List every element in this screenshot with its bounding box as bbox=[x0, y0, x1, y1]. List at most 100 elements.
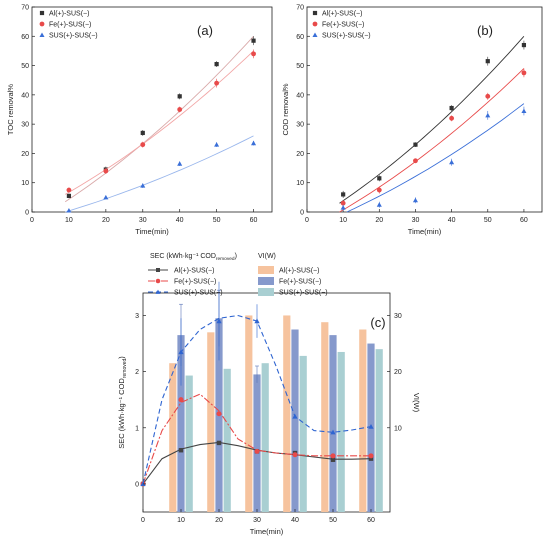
legend-label: Al(+)-SUS(−) bbox=[279, 268, 319, 275]
x-axis-label: Time(min) bbox=[250, 527, 284, 536]
y-tick-label: 30 bbox=[21, 122, 29, 129]
x-tick-label: 60 bbox=[367, 517, 375, 524]
x-tick-label: 0 bbox=[305, 217, 309, 224]
legend-label: SUS(+)-SUS(−) bbox=[49, 33, 98, 40]
data-point bbox=[66, 208, 72, 213]
x-tick-label: 40 bbox=[448, 217, 456, 224]
legend-swatch bbox=[258, 266, 274, 274]
panel-b: 0 10 20 30 40 50 60 0 10 20 30 40 50 60 70 Time(min) COD… bbox=[281, 5, 543, 236]
x-tick-label: 20 bbox=[215, 517, 223, 524]
data-point bbox=[368, 424, 374, 429]
x-axis-label: Time(min) bbox=[135, 227, 169, 236]
legend-marker bbox=[312, 32, 318, 38]
x-tick-label: 10 bbox=[65, 217, 73, 224]
y2-tick-label: 30 bbox=[394, 313, 402, 320]
legend-marker bbox=[39, 21, 45, 27]
y-tick-label: 30 bbox=[296, 122, 304, 129]
data-point bbox=[449, 159, 455, 165]
x-tick-label: 30 bbox=[139, 217, 147, 224]
series-2: SUS(+)-SUS(−) bbox=[39, 32, 257, 213]
bar bbox=[177, 335, 185, 512]
y2-tick-label: 20 bbox=[394, 369, 402, 376]
x-tick-label: 10 bbox=[177, 517, 185, 524]
legend-marker bbox=[39, 10, 45, 16]
data-point bbox=[485, 112, 491, 118]
panel-a: 0 10 20 30 40 50 60 0 10 20 30 40 50 60 70 Time(min) TOC… bbox=[6, 5, 273, 236]
bar bbox=[291, 329, 299, 512]
y-tick-label: 40 bbox=[296, 92, 304, 99]
legend-label: SUS(+)-SUS(−) bbox=[279, 290, 328, 297]
y-tick-label: 20 bbox=[296, 151, 304, 158]
y2-tick-label: 10 bbox=[394, 425, 402, 432]
legend-marker bbox=[39, 32, 45, 38]
data-point bbox=[178, 349, 184, 355]
bar bbox=[299, 355, 307, 512]
y-tick-label: 50 bbox=[296, 63, 304, 70]
data-point bbox=[412, 197, 418, 203]
line-series-2 bbox=[140, 281, 374, 487]
y-axis-label-sub: removed bbox=[122, 358, 128, 378]
x-tick-label: 20 bbox=[375, 217, 383, 224]
line-legend-title-main: SEC (kWh·kg⁻¹ COD bbox=[150, 253, 216, 260]
legend-label: Fe(+)-SUS(−) bbox=[49, 22, 91, 29]
y2-axis-label: VI(W) bbox=[412, 393, 421, 413]
bar bbox=[329, 335, 337, 512]
data-point bbox=[449, 115, 455, 121]
bar bbox=[169, 363, 177, 512]
data-point bbox=[214, 80, 220, 86]
y-axis-label: COD removal% bbox=[281, 83, 290, 135]
bar bbox=[207, 332, 215, 512]
y-tick-label: 10 bbox=[21, 180, 29, 187]
data-point bbox=[251, 51, 256, 57]
legend-marker bbox=[312, 21, 318, 27]
bar bbox=[185, 375, 193, 512]
data-point bbox=[485, 59, 490, 64]
y-axis-label-main: SEC (kWh·kg⁻¹ COD bbox=[117, 378, 126, 449]
data-point bbox=[413, 158, 418, 164]
x-tick-label: 50 bbox=[329, 517, 337, 524]
data-point bbox=[103, 194, 109, 200]
x-tick-label: 20 bbox=[102, 217, 110, 224]
panel-c: 0 10 20 30 40 50 60 0 1 2 3 10 20 30 Time(min) VI(W) SEC… bbox=[117, 253, 421, 536]
data-point bbox=[216, 318, 222, 324]
legend-swatch bbox=[258, 277, 274, 285]
y-tick-label: 70 bbox=[21, 5, 29, 12]
data-point bbox=[292, 413, 298, 419]
data-point bbox=[340, 200, 346, 206]
series-1: Fe(+)-SUS(−) bbox=[39, 21, 256, 195]
x-tick-label: 60 bbox=[250, 217, 258, 224]
data-point bbox=[449, 105, 454, 111]
bar bbox=[261, 363, 269, 512]
bar-legend-title: VI(W) bbox=[258, 253, 276, 260]
data-point bbox=[521, 108, 527, 113]
y-tick-label: 1 bbox=[135, 425, 139, 432]
data-point bbox=[103, 168, 109, 174]
y-axis-label-close: ) bbox=[117, 356, 126, 359]
data-point bbox=[178, 448, 184, 453]
legend-label: Al(+)-SUS(−) bbox=[322, 11, 362, 18]
y-tick-label: 70 bbox=[296, 5, 304, 12]
bar bbox=[359, 329, 367, 512]
data-point bbox=[377, 176, 382, 181]
plot-frame bbox=[306, 6, 543, 213]
bar bbox=[253, 374, 261, 512]
bar bbox=[321, 322, 329, 512]
data-point bbox=[330, 453, 336, 459]
legend-label: SUS(+)-SUS(−) bbox=[174, 290, 223, 297]
x-tick-label: 30 bbox=[412, 217, 420, 224]
panel-label: (c) bbox=[370, 315, 385, 330]
data-point bbox=[521, 42, 527, 48]
y-tick-label: 60 bbox=[296, 34, 304, 41]
legend-label: SUS(+)-SUS(−) bbox=[322, 33, 371, 40]
data-point bbox=[140, 183, 146, 188]
legend-label: Al(+)-SUS(−) bbox=[49, 11, 89, 18]
fit-line bbox=[64, 35, 254, 203]
data-point bbox=[368, 453, 374, 459]
data-point bbox=[177, 161, 183, 166]
data-point bbox=[177, 94, 182, 99]
legend-marker bbox=[312, 10, 318, 16]
data-point bbox=[330, 429, 336, 435]
panel-label: (a) bbox=[197, 23, 213, 38]
data-point bbox=[340, 205, 346, 210]
